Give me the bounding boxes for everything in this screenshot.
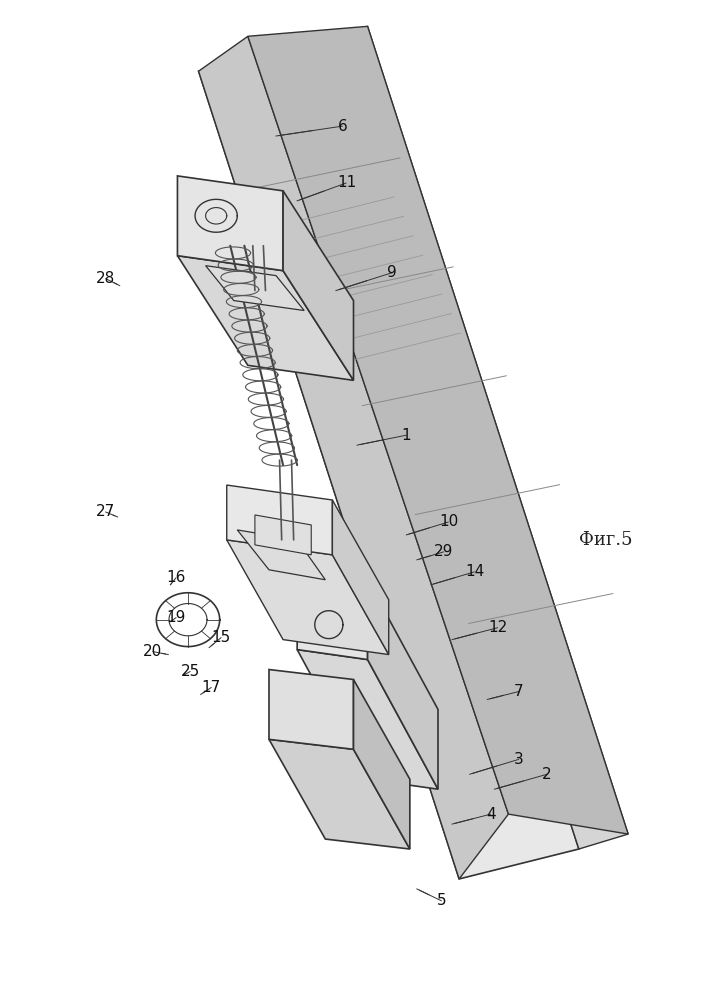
Polygon shape — [297, 570, 368, 660]
Polygon shape — [269, 670, 354, 749]
Text: 25: 25 — [180, 664, 200, 679]
Polygon shape — [248, 26, 628, 834]
Polygon shape — [238, 530, 325, 580]
Text: 28: 28 — [96, 271, 115, 286]
Text: 14: 14 — [465, 564, 484, 579]
Text: 3: 3 — [514, 752, 524, 767]
Polygon shape — [283, 191, 354, 380]
Text: 17: 17 — [201, 680, 221, 695]
Polygon shape — [199, 41, 579, 879]
Polygon shape — [368, 580, 438, 789]
Text: 29: 29 — [434, 544, 453, 559]
Polygon shape — [297, 650, 438, 789]
Text: 1: 1 — [402, 428, 411, 443]
Text: 6: 6 — [338, 119, 348, 134]
Text: 27: 27 — [96, 504, 115, 519]
Polygon shape — [206, 266, 304, 311]
Text: 9: 9 — [387, 265, 397, 280]
Text: 12: 12 — [489, 620, 508, 635]
Polygon shape — [227, 485, 332, 555]
Text: 5: 5 — [437, 893, 446, 908]
Text: 16: 16 — [166, 570, 186, 585]
Text: 20: 20 — [144, 644, 163, 659]
Text: 11: 11 — [337, 175, 356, 190]
Text: Фиг.5: Фиг.5 — [579, 531, 632, 549]
Text: 15: 15 — [211, 630, 230, 645]
Text: 10: 10 — [439, 514, 458, 529]
Text: 19: 19 — [166, 610, 186, 625]
Text: 2: 2 — [542, 767, 552, 782]
Polygon shape — [255, 515, 311, 555]
Polygon shape — [318, 26, 628, 849]
Polygon shape — [227, 540, 389, 655]
Text: 4: 4 — [486, 807, 496, 822]
Polygon shape — [269, 739, 410, 849]
Polygon shape — [177, 176, 283, 271]
Text: 7: 7 — [514, 684, 524, 699]
Polygon shape — [332, 500, 389, 655]
Polygon shape — [354, 680, 410, 849]
Polygon shape — [177, 256, 354, 380]
Polygon shape — [199, 36, 508, 879]
